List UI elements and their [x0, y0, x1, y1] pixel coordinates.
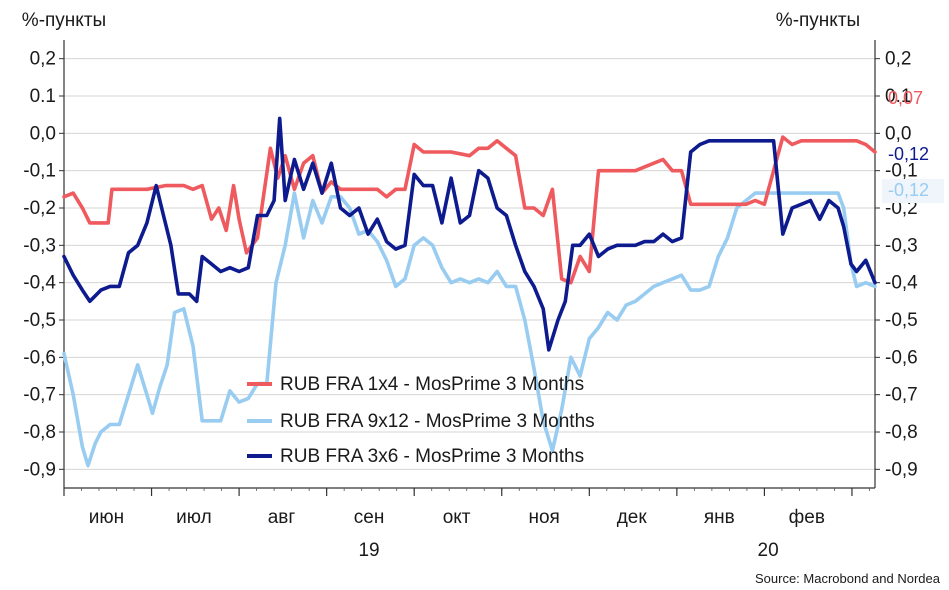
- legend: RUB FRA 1x4 - MosPrime 3 Months RUB FRA 9…: [247, 374, 595, 467]
- year-label: 19: [358, 540, 379, 561]
- right-tick-label: 0,2: [885, 49, 911, 70]
- right-tick-label: -0,5: [885, 310, 918, 331]
- end-label-background: [882, 179, 944, 203]
- left-axis-unit: %-пункты: [22, 10, 106, 31]
- right-tick-label: -0,7: [885, 385, 918, 406]
- year-label: 20: [758, 540, 779, 561]
- month-label: июл: [176, 507, 212, 528]
- left-tick-label: -0,5: [23, 310, 56, 331]
- series-end-label-1: -0,12: [888, 180, 929, 200]
- right-tick-label: -0,1: [885, 161, 918, 182]
- legend-label-1: RUB FRA 9x12 - MosPrime 3 Months: [280, 411, 595, 432]
- month-label: ноя: [528, 507, 559, 528]
- left-tick-label: -0,2: [23, 198, 56, 219]
- right-tick-label: -0,2: [885, 198, 918, 219]
- month-label: дек: [617, 507, 648, 528]
- right-tick-labels: 0,2 0.1 0,0 -0,1 -0,2 -0,3 -0,4 -0,5 -0,6 -0,7 -0,…: [885, 49, 918, 481]
- series-end-label-2: -0,12: [888, 144, 929, 164]
- gridlines: [64, 58, 875, 470]
- right-tick-label: 0,0: [885, 123, 911, 144]
- left-tick-label: -0,7: [23, 385, 56, 406]
- right-tick-label: 0.1: [885, 86, 911, 107]
- axes: [59, 40, 880, 496]
- series-line-0: [62, 135, 877, 285]
- left-tick-labels: 0,2 0.1 0,0 -0,1 -0,2 -0,3 -0,4 -0,5 -0,6 -0,7 -0,…: [23, 49, 56, 481]
- month-label: сен: [354, 507, 385, 528]
- left-tick-label: -0,9: [23, 459, 56, 480]
- series-lines: [62, 116, 877, 468]
- series-line-2: [62, 116, 877, 352]
- right-tick-label: -0,4: [885, 273, 918, 294]
- left-tick-label: -0,4: [23, 273, 56, 294]
- series-end-labels: 0,07 -0,12 -0,12: [882, 88, 944, 203]
- month-label: авг: [268, 507, 296, 528]
- left-tick-label: -0,6: [23, 347, 56, 368]
- source-note: Source: Macrobond and Nordea: [755, 571, 941, 586]
- series-line-1: [62, 191, 877, 468]
- left-tick-label: 0,2: [30, 49, 56, 70]
- month-label: июн: [89, 507, 124, 528]
- left-tick-label: 0,0: [30, 123, 56, 144]
- right-tick-label: -0,6: [885, 347, 918, 368]
- right-tick-label: -0,8: [885, 422, 918, 443]
- legend-label-0: RUB FRA 1x4 - MosPrime 3 Months: [280, 374, 584, 395]
- left-tick-label: -0,1: [23, 161, 56, 182]
- left-tick-label: -0,3: [23, 235, 56, 256]
- left-tick-label: 0.1: [30, 86, 56, 107]
- series-end-label-0: 0,07: [888, 88, 923, 108]
- x-tick-labels: июн июл авг сен окт ноя дек янв фев 19 20: [89, 507, 825, 561]
- month-label: фев: [789, 507, 825, 528]
- left-tick-label: -0,8: [23, 422, 56, 443]
- right-tick-label: -0,3: [885, 235, 918, 256]
- month-label: янв: [704, 507, 735, 528]
- legend-label-2: RUB FRA 3x6 - MosPrime 3 Months: [280, 446, 584, 467]
- right-axis-unit: %-пункты: [776, 10, 860, 31]
- right-tick-label: -0,9: [885, 459, 918, 480]
- month-label: окт: [443, 507, 471, 528]
